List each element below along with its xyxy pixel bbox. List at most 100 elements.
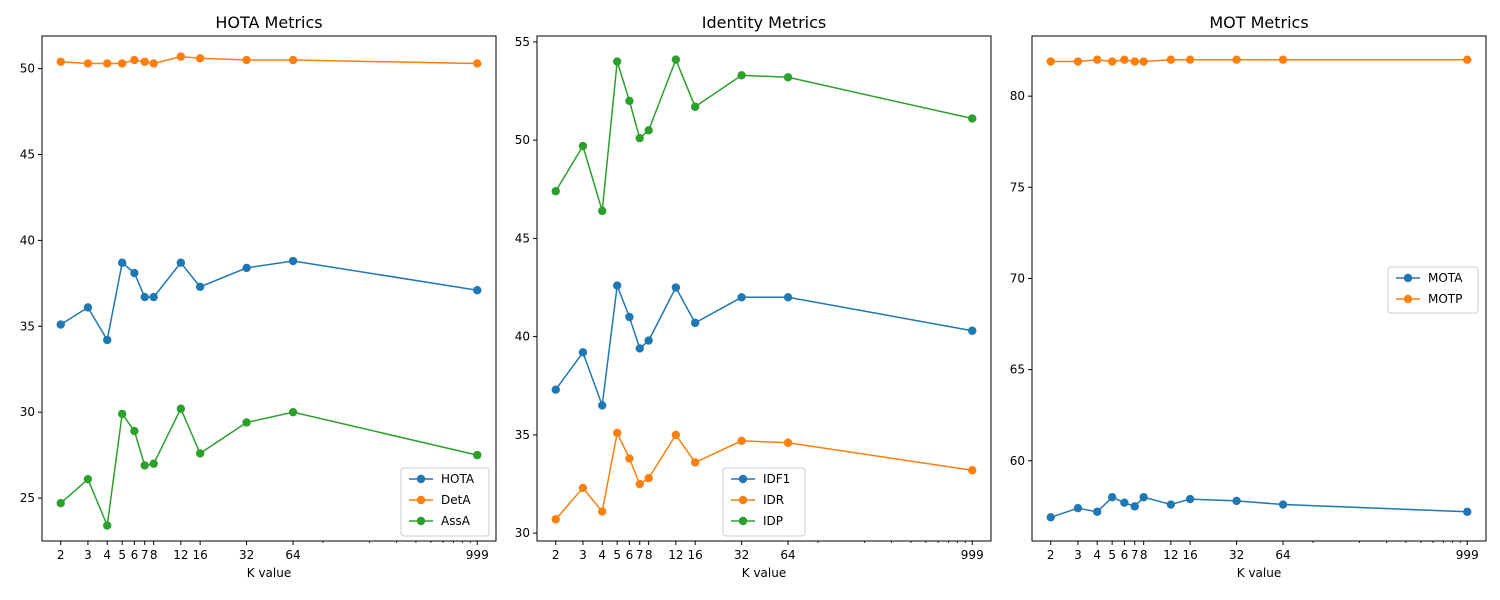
data-point-mota xyxy=(1073,503,1083,513)
data-point-deta xyxy=(473,59,482,68)
y-tick-label: 40 xyxy=(515,330,530,344)
data-point-hota xyxy=(176,258,186,267)
data-point-idp xyxy=(578,141,588,151)
x-tick-label: 999 xyxy=(961,548,984,562)
legend-swatch-marker xyxy=(738,516,748,526)
data-point-hota xyxy=(83,303,93,312)
legend-entry-idr: IDR xyxy=(763,493,784,507)
data-point-deta xyxy=(176,52,186,61)
data-point-idr xyxy=(783,438,793,447)
data-point-deta xyxy=(130,55,139,65)
data-point-mota xyxy=(1463,507,1472,517)
x-axis-label: K value xyxy=(742,566,786,580)
data-point-deta xyxy=(195,54,205,63)
series-line-idr xyxy=(555,430,973,520)
axes-frame xyxy=(41,35,497,542)
y-tick-label: 65 xyxy=(1010,363,1025,377)
data-point-assa xyxy=(195,449,205,458)
y-tick-label: 45 xyxy=(515,231,530,245)
data-point-motp xyxy=(1107,57,1117,66)
x-tick-label: 12 xyxy=(173,548,188,562)
chart-title: MOT Metrics xyxy=(1209,13,1308,32)
x-tick-label: 2 xyxy=(552,548,560,562)
data-point-idp xyxy=(551,187,560,196)
series-line-idf1 xyxy=(555,285,973,406)
data-point-mota xyxy=(1232,496,1241,506)
series-line-idp xyxy=(555,57,973,212)
x-tick-label: 7 xyxy=(141,548,149,562)
legend-swatch-marker xyxy=(1403,294,1413,304)
legend-entry-mota: MOTA xyxy=(1428,271,1463,285)
data-point-idf1 xyxy=(578,348,588,357)
x-tick-label: 16 xyxy=(192,548,207,562)
x-axis-label: K value xyxy=(247,566,291,580)
y-tick-label: 50 xyxy=(20,62,35,76)
legend-entry-deta: DetA xyxy=(441,493,471,507)
data-point-assa xyxy=(242,418,251,427)
data-point-idr xyxy=(551,515,560,524)
x-tick-label: 3 xyxy=(84,548,92,562)
x-tick-label: 8 xyxy=(1140,548,1148,562)
legend-entry-assa: AssA xyxy=(441,514,471,528)
x-tick-label: 64 xyxy=(780,548,795,562)
y-tick-label: 40 xyxy=(20,233,35,247)
x-tick-label: 12 xyxy=(668,548,683,562)
data-point-idr xyxy=(968,466,977,475)
data-point-motp xyxy=(1463,55,1472,64)
data-point-motp xyxy=(1166,55,1176,64)
x-tick-label: 64 xyxy=(285,548,300,562)
data-point-assa xyxy=(130,426,139,436)
data-point-mota xyxy=(1278,500,1288,509)
data-point-assa xyxy=(56,499,65,508)
data-point-assa xyxy=(176,404,186,413)
data-point-hota xyxy=(242,263,251,273)
data-point-assa xyxy=(117,409,127,419)
x-tick-label: 8 xyxy=(150,548,158,562)
x-tick-label: 6 xyxy=(1121,548,1129,562)
y-tick-label: 50 xyxy=(515,133,530,147)
legend-swatch-marker xyxy=(1403,273,1413,283)
data-point-idf1 xyxy=(551,385,560,394)
data-point-idf1 xyxy=(612,281,622,290)
legend-entry-motp: MOTP xyxy=(1428,292,1462,306)
data-point-idp xyxy=(783,73,793,82)
data-point-motp xyxy=(1073,57,1083,66)
data-point-idr xyxy=(690,458,700,467)
data-point-idr xyxy=(671,430,681,440)
data-point-mota xyxy=(1139,493,1148,502)
data-point-hota xyxy=(288,256,298,266)
data-point-hota xyxy=(195,282,205,291)
y-tick-label: 30 xyxy=(515,526,530,540)
data-point-idp xyxy=(737,71,746,80)
data-point-hota xyxy=(140,292,149,302)
legend: HOTA DetA AssA xyxy=(400,467,490,537)
data-point-mota xyxy=(1130,502,1139,511)
axes-frame xyxy=(1031,35,1487,542)
data-point-assa xyxy=(288,407,298,417)
data-point-motp xyxy=(1130,57,1139,66)
y-tick-label: 80 xyxy=(1010,89,1025,103)
data-point-idf1 xyxy=(635,344,644,353)
y-tick-label: 35 xyxy=(515,428,530,442)
data-point-assa xyxy=(140,461,149,470)
data-point-idr xyxy=(737,436,746,445)
data-point-hota xyxy=(117,258,127,267)
data-point-motp xyxy=(1093,55,1102,64)
data-point-motp xyxy=(1185,55,1195,64)
data-point-hota xyxy=(56,320,65,329)
data-point-idp xyxy=(612,57,622,66)
data-point-motp xyxy=(1120,55,1129,64)
data-point-assa xyxy=(83,474,93,484)
data-point-idr xyxy=(644,473,653,483)
y-tick-label: 35 xyxy=(20,319,35,333)
x-tick-label: 7 xyxy=(1131,548,1139,562)
data-point-hota xyxy=(473,286,482,295)
x-tick-label: 16 xyxy=(687,548,702,562)
y-tick-label: 45 xyxy=(20,148,35,162)
y-tick-label: 70 xyxy=(1010,271,1025,285)
x-tick-label: 32 xyxy=(734,548,749,562)
data-point-deta xyxy=(149,59,158,68)
data-point-idf1 xyxy=(598,401,607,410)
